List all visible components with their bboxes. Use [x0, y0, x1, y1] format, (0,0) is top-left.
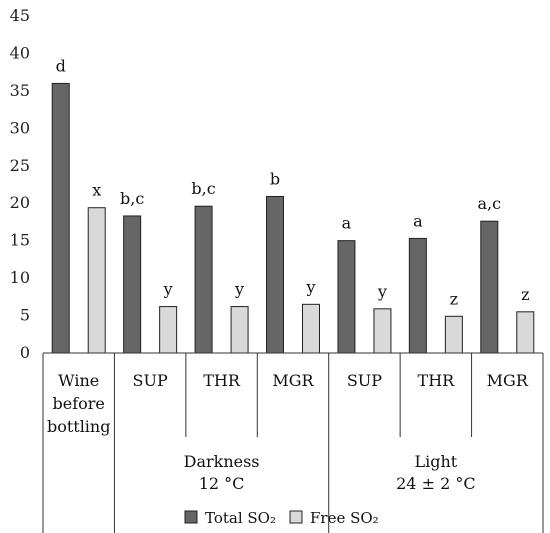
- data-label: a: [413, 211, 423, 230]
- data-label: b,c: [120, 189, 144, 208]
- group-label: 12 °C: [199, 474, 245, 493]
- bar-total-so2: [408, 237, 427, 354]
- data-label: y: [163, 280, 173, 299]
- y-tick-label: 40: [10, 43, 30, 62]
- data-label: x: [92, 181, 101, 200]
- data-label: y: [377, 282, 387, 301]
- bar-free-so2: [87, 207, 106, 354]
- bar-total-so2: [123, 215, 142, 354]
- data-label: d: [56, 56, 66, 75]
- legend: Total SO₂ Free SO₂: [184, 509, 379, 527]
- group-label: Darkness: [184, 452, 260, 471]
- category-label: SUP: [133, 371, 168, 390]
- y-tick-label: 35: [10, 81, 30, 100]
- category-label: MGR: [487, 371, 529, 390]
- category-label: bottling: [47, 417, 111, 436]
- data-label: y: [234, 280, 244, 299]
- category-label: SUP: [347, 371, 382, 390]
- data-label: b: [270, 169, 280, 188]
- y-tick-label: 30: [10, 118, 30, 137]
- y-tick-label: 15: [10, 231, 30, 250]
- group-label: Light: [414, 452, 457, 471]
- bar-free-so2: [444, 315, 463, 354]
- y-tick-label: 20: [10, 193, 30, 212]
- bar-total-so2: [266, 195, 284, 354]
- data-label: a: [342, 214, 352, 233]
- bar-total-so2: [194, 205, 213, 354]
- data-label: z: [450, 289, 458, 308]
- bar-free-so2: [373, 308, 392, 354]
- y-tick-label: 45: [10, 6, 30, 25]
- x-axis: Wine before bottling SUP THR MGR SUP THR MGR Dark…: [42, 352, 544, 533]
- bar-free-so2: [516, 311, 535, 354]
- y-tick-label: 25: [10, 156, 30, 175]
- bars: [51, 82, 535, 354]
- bar-free-so2: [230, 306, 249, 354]
- legend-label: Total SO₂: [205, 509, 276, 527]
- y-tick-label: 10: [10, 268, 30, 287]
- legend-label: Free SO₂: [310, 509, 379, 527]
- bar-total-so2: [480, 220, 499, 354]
- category-label: before: [53, 394, 105, 413]
- legend-swatch: [184, 510, 198, 524]
- bar-free-so2: [302, 303, 320, 354]
- data-label: z: [521, 285, 529, 304]
- y-tick-label: 5: [20, 306, 30, 325]
- y-axis: 0 5 10 15 20 25 30 35 40 45: [10, 6, 30, 362]
- data-label: b,c: [191, 179, 215, 198]
- bar-free-so2: [159, 306, 178, 354]
- category-label: THR: [418, 371, 456, 390]
- category-label: MGR: [272, 371, 314, 390]
- bar-labels: d b,c b,c b a a a,c x y y y y z z: [56, 56, 530, 308]
- bar-total-so2: [337, 240, 356, 354]
- category-label: Wine: [58, 371, 99, 390]
- group-label: 24 ± 2 °C: [396, 474, 475, 493]
- y-tick-label: 0: [20, 343, 30, 362]
- category-label: THR: [203, 371, 241, 390]
- bar-total-so2: [51, 82, 70, 354]
- data-label: a,c: [477, 194, 501, 213]
- data-label: y: [305, 277, 315, 296]
- legend-swatch: [289, 510, 303, 524]
